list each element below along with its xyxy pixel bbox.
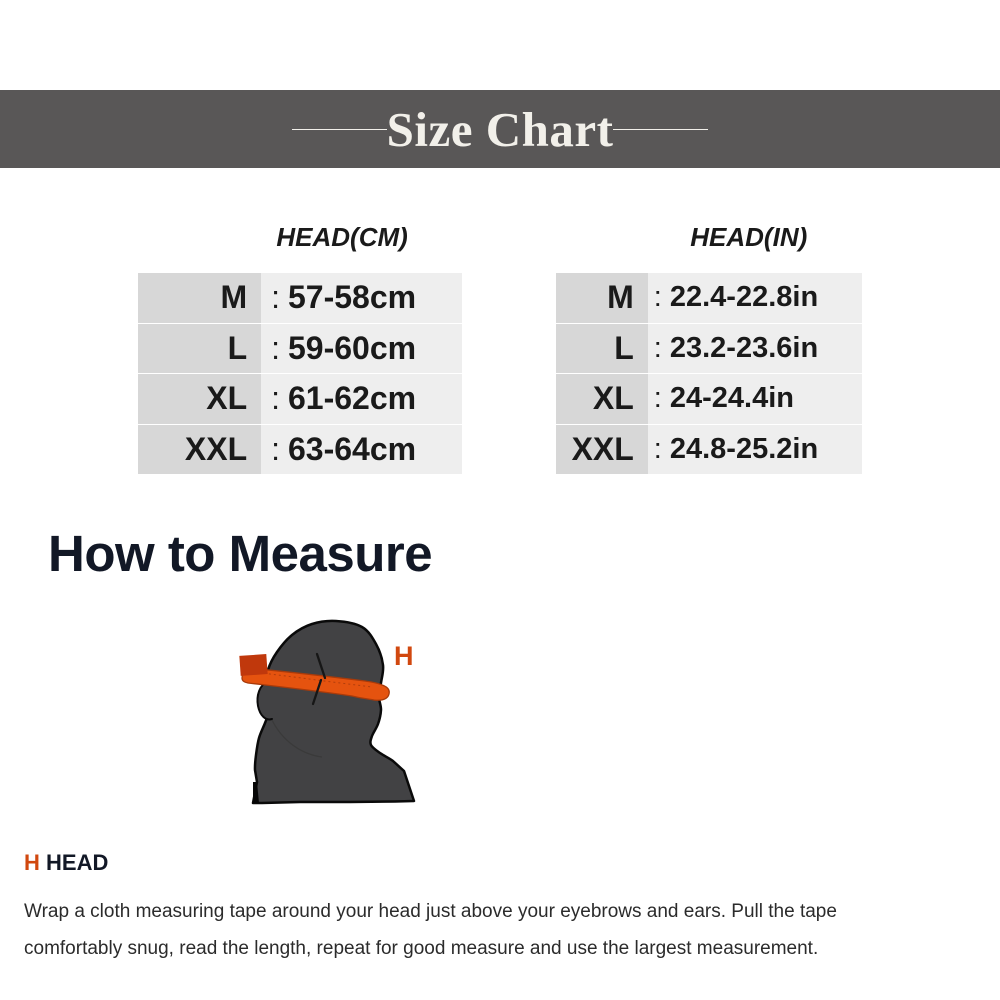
svg-text:H: H xyxy=(394,641,414,671)
